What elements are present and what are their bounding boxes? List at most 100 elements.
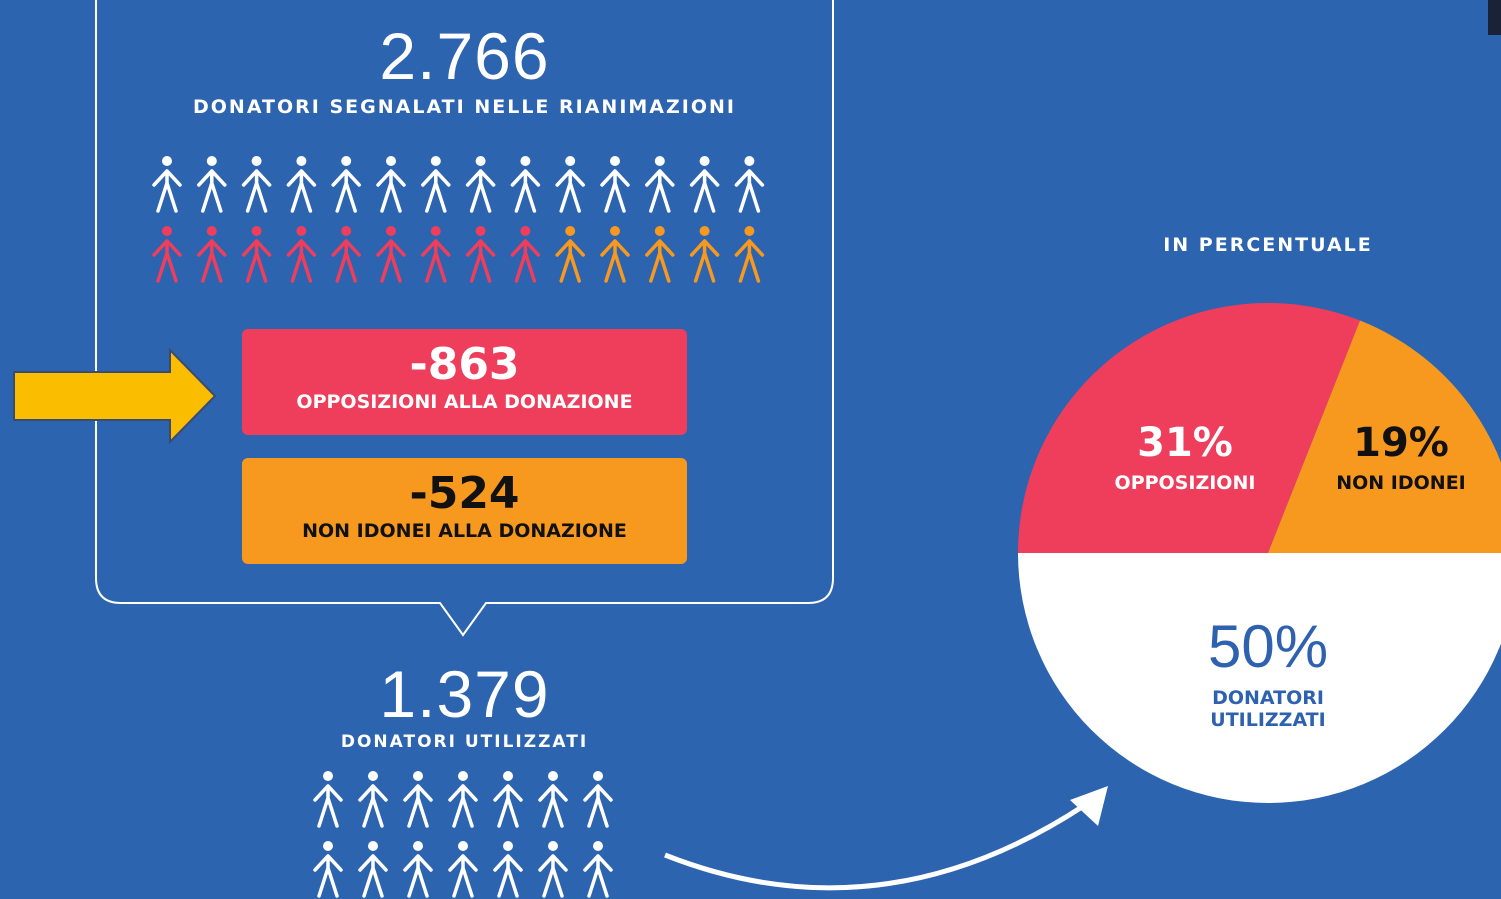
slice-label: 19% NON IDONEI	[1301, 420, 1501, 494]
head	[386, 226, 396, 236]
person-icon	[465, 226, 496, 283]
head	[503, 771, 513, 781]
person-icon	[555, 156, 585, 213]
pie-chart	[1018, 302, 1501, 803]
head	[341, 156, 352, 166]
person-icon	[538, 771, 568, 828]
body	[331, 239, 361, 283]
box: -524 NON IDONEI ALLA DONAZIONE	[242, 458, 687, 564]
head	[296, 226, 307, 236]
person-icon	[538, 841, 568, 898]
person-icon	[510, 156, 541, 213]
body	[403, 854, 433, 898]
head	[430, 226, 441, 236]
slice-label: 31% OPPOSIZIONI	[1075, 420, 1295, 494]
person-icon	[583, 771, 613, 828]
arrow-head	[1070, 786, 1108, 826]
head	[610, 226, 620, 236]
pie-slice	[1268, 320, 1501, 553]
body	[493, 854, 523, 898]
head	[548, 771, 558, 781]
head	[251, 226, 262, 236]
body	[313, 784, 343, 828]
body	[493, 784, 523, 828]
box-value: -863	[409, 339, 520, 390]
box-value: -524	[409, 468, 520, 519]
person-icon	[734, 156, 765, 213]
person-icon	[448, 771, 478, 828]
pie-slice	[1018, 553, 1501, 803]
person-icon	[448, 841, 478, 898]
body	[286, 239, 317, 283]
total-label: DONATORI SEGNALATI NELLE RIANIMAZIONI	[193, 96, 736, 118]
person-icon	[286, 226, 317, 283]
body	[197, 239, 227, 283]
body	[510, 169, 541, 213]
head	[368, 771, 378, 781]
slice-label: 50% DONATORI UTILIZZATI	[1183, 612, 1353, 731]
person-icon	[241, 226, 272, 283]
body	[555, 169, 585, 213]
body	[448, 854, 478, 898]
body	[465, 169, 496, 213]
person-icon	[583, 841, 613, 898]
slice-name: NON IDONEI	[1336, 472, 1466, 494]
body	[689, 239, 720, 283]
head	[413, 771, 423, 781]
head	[548, 841, 558, 851]
head	[699, 226, 710, 236]
head	[699, 156, 710, 166]
body	[583, 854, 613, 898]
person-icon	[465, 156, 496, 213]
head	[503, 841, 513, 851]
body	[734, 239, 765, 283]
body	[358, 854, 388, 898]
pie-slice	[1018, 302, 1361, 553]
head	[458, 771, 468, 781]
person-icon	[403, 771, 433, 828]
head	[475, 226, 486, 236]
person-icon	[152, 226, 182, 283]
body	[358, 784, 388, 828]
person-icon	[331, 156, 361, 213]
slice-value: 50%	[1207, 613, 1329, 680]
head	[296, 156, 307, 166]
box-label: OPPOSIZIONI ALLA DONAZIONE	[296, 391, 633, 413]
bracket	[95, 0, 834, 637]
body	[645, 169, 675, 213]
result-label: DONATORI UTILIZZATI	[340, 732, 589, 752]
body	[421, 239, 451, 283]
head	[654, 226, 665, 236]
person-icon	[689, 226, 720, 283]
person-icon	[197, 226, 227, 283]
head	[610, 156, 620, 166]
body	[403, 784, 433, 828]
box-label: NON IDONEI ALLA DONAZIONE	[302, 520, 627, 542]
slice-value: 19%	[1353, 420, 1449, 466]
slice-name: DONATORI UTILIZZATI	[1210, 687, 1326, 731]
body	[600, 169, 630, 213]
head	[162, 226, 172, 236]
person-icon	[555, 226, 585, 283]
body	[241, 169, 272, 213]
head	[458, 841, 468, 851]
people-icons	[152, 156, 765, 898]
person-icon	[197, 156, 227, 213]
person-icon	[421, 156, 451, 213]
body	[313, 854, 343, 898]
corner	[1488, 0, 1501, 35]
person-icon	[600, 226, 630, 283]
head	[386, 156, 396, 166]
person-icon	[376, 226, 406, 283]
slice-value: 31%	[1137, 420, 1233, 466]
body	[152, 169, 182, 213]
body	[376, 169, 406, 213]
person-icon	[152, 156, 182, 213]
body	[376, 239, 406, 283]
head	[323, 771, 333, 781]
person-icon	[493, 841, 523, 898]
head	[206, 226, 217, 236]
person-icon	[645, 226, 675, 283]
person-icon	[241, 156, 272, 213]
